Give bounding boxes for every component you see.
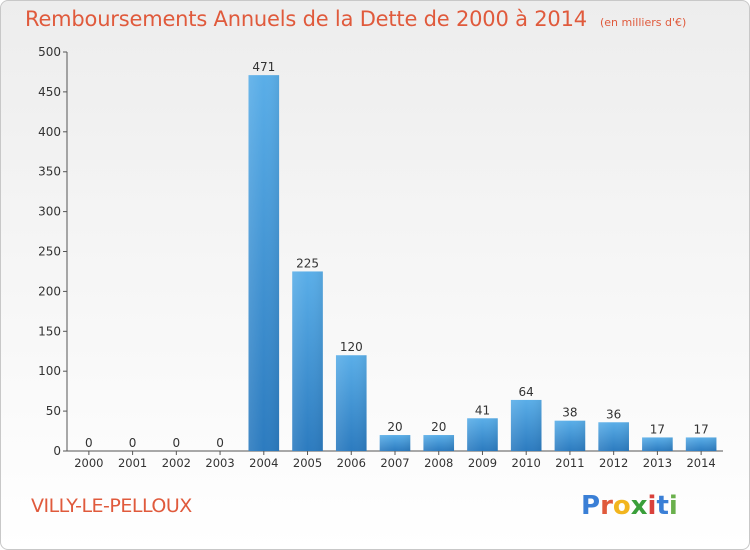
bar-shine-2010	[510, 399, 542, 451]
commune-name: VILLY-LE-PELLOUX	[31, 495, 192, 517]
x-tick-label-2004: 2004	[249, 456, 278, 470]
value-label-2011: 38	[562, 406, 577, 420]
y-tick-label: 450	[38, 85, 61, 99]
value-label-2010: 64	[519, 385, 534, 399]
value-label-2009: 41	[475, 403, 490, 417]
x-tick-label-2014: 2014	[686, 456, 715, 470]
value-label-2013: 17	[650, 422, 665, 436]
value-label-2005: 225	[296, 256, 319, 270]
value-label-2008: 20	[431, 420, 446, 434]
x-tick-label-2008: 2008	[424, 456, 453, 470]
value-label-2014: 17	[693, 422, 708, 436]
x-tick-label-2000: 2000	[74, 456, 103, 470]
y-tick-label: 150	[38, 324, 61, 338]
x-tick-label-2010: 2010	[512, 456, 541, 470]
y-tick-label: 0	[53, 444, 61, 458]
value-label-2001: 0	[129, 436, 137, 450]
y-tick-label: 400	[38, 125, 61, 139]
x-tick-label-2001: 2001	[118, 456, 147, 470]
x-tick-label-2013: 2013	[643, 456, 672, 470]
x-tick-label-2007: 2007	[380, 456, 409, 470]
bar-shine-2009	[467, 418, 498, 451]
y-tick-label: 200	[38, 284, 61, 298]
bar-layer	[248, 75, 717, 451]
bar-shine-2006	[335, 355, 367, 451]
bar-shine-2014	[685, 437, 717, 451]
x-tick-label-2009: 2009	[468, 456, 497, 470]
x-tick-label-2011: 2011	[555, 456, 584, 470]
x-tick-label-2006: 2006	[337, 456, 366, 470]
y-tick-label: 350	[38, 165, 61, 179]
value-label-2006: 120	[340, 340, 363, 354]
bar-shine-2013	[642, 437, 673, 451]
bar-shine-2012	[598, 422, 629, 451]
y-tick-label: 100	[38, 364, 61, 378]
y-tick-label: 300	[38, 205, 61, 219]
chart-unit-text: (en milliers d'€)	[600, 16, 687, 29]
value-label-2007: 20	[387, 420, 402, 434]
x-tick-label-2005: 2005	[293, 456, 322, 470]
y-tick-label: 250	[38, 245, 61, 259]
label-layer: 0 0 0 0 471 225 120 20 20 41 64 38 36 17 17	[85, 60, 709, 450]
chart-title: Remboursements Annuels de la Dette de 20…	[25, 7, 686, 31]
bar-shine-2008	[423, 435, 455, 451]
value-label-2003: 0	[216, 436, 224, 450]
proxiti-logo: Proxiti	[581, 491, 678, 521]
x-tick-label-2003: 2003	[205, 456, 234, 470]
value-label-2004: 471	[252, 60, 275, 74]
bar-shine-2004	[248, 75, 280, 451]
y-tick-label: 50	[46, 404, 61, 418]
value-label-2012: 36	[606, 407, 621, 421]
value-label-2002: 0	[173, 436, 181, 450]
y-tick-label: 500	[38, 45, 61, 59]
bar-shine-2005	[292, 271, 323, 451]
chart-title-text: Remboursements Annuels de la Dette de 20…	[25, 7, 587, 31]
x-tick-label-2002: 2002	[162, 456, 191, 470]
value-label-2000: 0	[85, 436, 93, 450]
bar-shine-2011	[554, 420, 586, 451]
bar-shine-2007	[379, 435, 411, 451]
x-tick-label-2012: 2012	[599, 456, 628, 470]
